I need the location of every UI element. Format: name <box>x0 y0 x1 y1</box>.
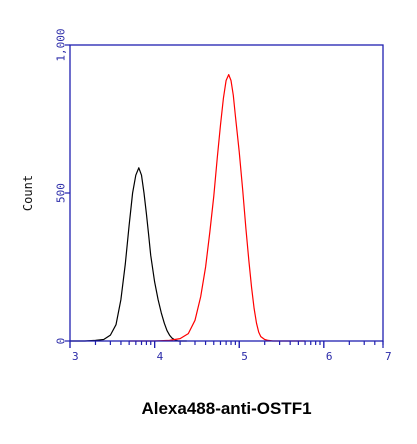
x-axis-ticks: 3 4 5 6 7 <box>69 341 392 363</box>
x-tick-label: 7 <box>385 350 392 363</box>
histogram-series-1 <box>70 167 187 342</box>
x-tick-label: 3 <box>72 350 79 363</box>
y-tick-label: 0 <box>55 338 68 345</box>
x-tick-label: 5 <box>241 350 248 363</box>
y-tick-label: 500 <box>55 183 68 203</box>
x-tick-label: 4 <box>157 350 164 363</box>
y-axis-title: Count <box>21 175 35 211</box>
y-axis-ticks: 0 500 1,000 <box>55 28 70 345</box>
x-axis-title: Alexa488-anti-OSTF1 <box>141 399 311 418</box>
plot-frame <box>69 44 384 342</box>
y-tick-label: 1,000 <box>55 28 68 61</box>
plot-area <box>70 73 306 342</box>
histogram-series-2 <box>129 73 306 342</box>
axis-frame <box>69 44 384 342</box>
x-tick-label: 6 <box>326 350 333 363</box>
